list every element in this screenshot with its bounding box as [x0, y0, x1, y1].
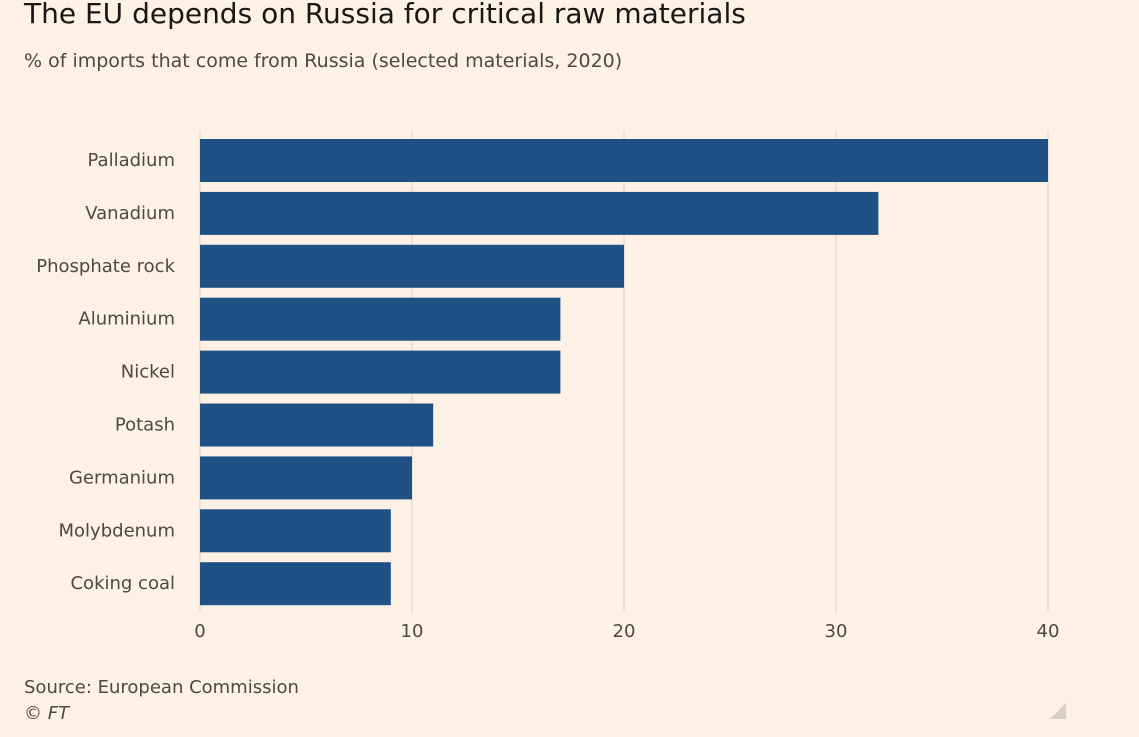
- bar-molybdenum: [200, 509, 391, 553]
- bar-germanium: [200, 456, 412, 500]
- category-label: Germanium: [69, 467, 175, 488]
- bar-palladium: [200, 139, 1048, 182]
- category-label: Molybdenum: [59, 520, 175, 541]
- category-label: Palladium: [88, 150, 175, 171]
- bar-aluminium: [200, 297, 561, 341]
- resize-handle-icon[interactable]: [1050, 703, 1066, 719]
- ft-credit: © FT: [24, 703, 70, 724]
- category-label: Vanadium: [85, 203, 175, 224]
- source-note: Source: European Commission: [24, 677, 299, 698]
- bar-coking-coal: [200, 562, 391, 606]
- bar-vanadium: [200, 191, 879, 235]
- bar-nickel: [200, 350, 561, 394]
- x-tick-label: 10: [401, 621, 424, 642]
- x-tick-label: 0: [194, 621, 205, 642]
- chart-subtitle: % of imports that come from Russia (sele…: [24, 50, 623, 72]
- category-label: Phosphate rock: [36, 256, 175, 277]
- x-tick-label: 40: [1037, 621, 1060, 642]
- category-label: Potash: [115, 415, 175, 436]
- category-label: Coking coal: [70, 573, 175, 594]
- x-tick-label: 30: [825, 621, 848, 642]
- x-tick-label: 20: [613, 621, 636, 642]
- bar-phosphate-rock: [200, 244, 624, 288]
- category-label: Nickel: [121, 362, 175, 383]
- chart-title: The EU depends on Russia for critical ra…: [24, 0, 746, 30]
- bar-potash: [200, 403, 434, 447]
- category-label: Aluminium: [78, 309, 175, 330]
